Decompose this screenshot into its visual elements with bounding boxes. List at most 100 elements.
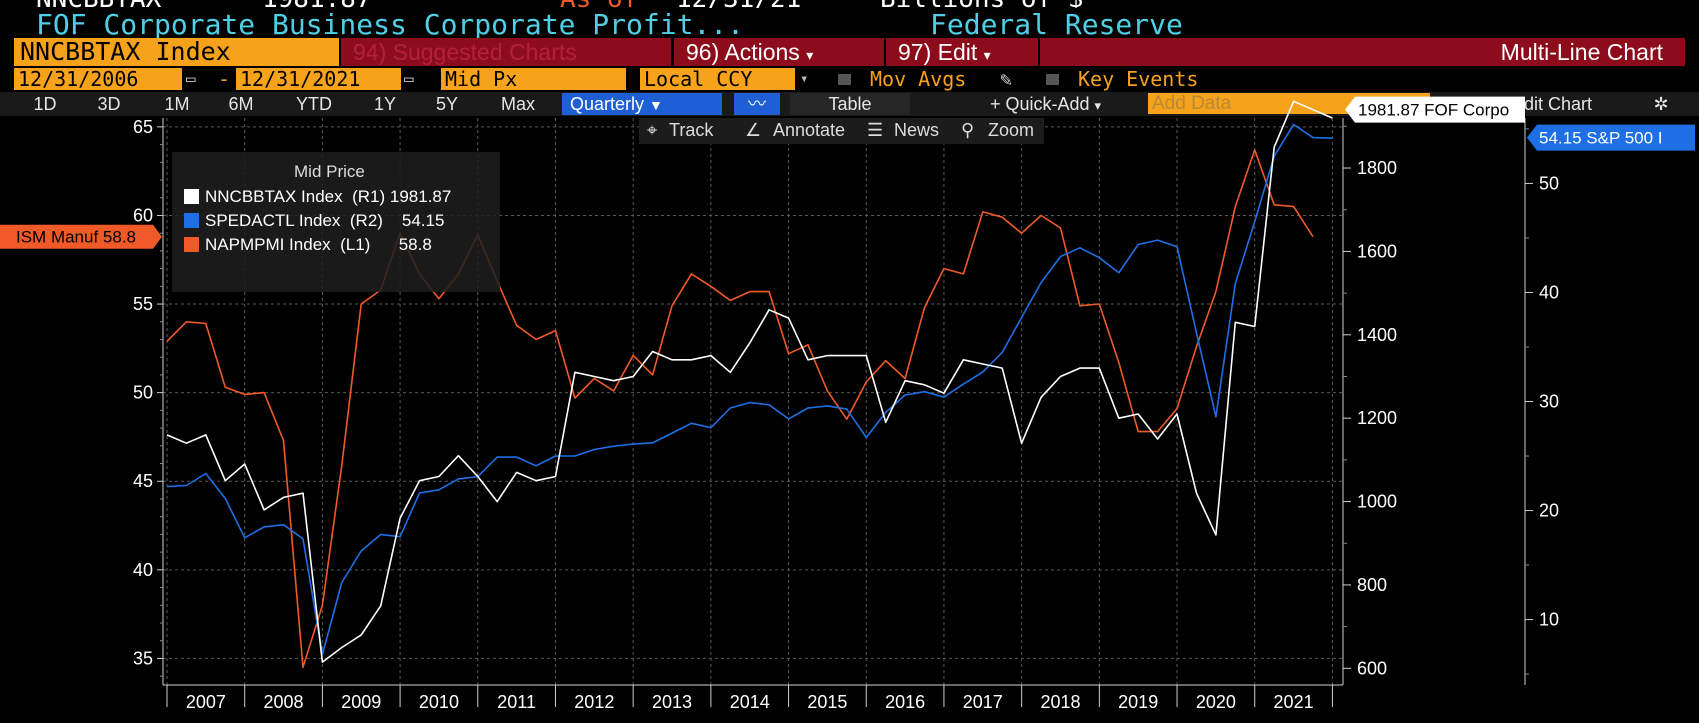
pencil-icon[interactable]: ✎: [1000, 67, 1013, 91]
r2-tick-label: 40: [1539, 282, 1559, 302]
x-tick-label: 2012: [574, 692, 614, 712]
period-6m[interactable]: 6M: [228, 94, 254, 114]
legend-label: NNCBBTAX Index: [205, 187, 343, 206]
r1-tick-label: 800: [1357, 575, 1387, 595]
legend-swatch: [184, 237, 199, 252]
x-tick-label: 2016: [885, 692, 925, 712]
news-icon[interactable]: ☰: [867, 120, 884, 140]
parameters-row: 12/31/2006 ▭ - 12/31/2021 ▭ Mid Px Local…: [0, 68, 1699, 92]
header-asof-date: 12/31/21: [676, 0, 801, 8]
legend-title: Mid Price: [294, 162, 365, 181]
frequency-select[interactable]: Quarterly ▼: [562, 93, 722, 115]
frequency-label: Quarterly: [570, 94, 645, 114]
r2-tick-label: 10: [1539, 610, 1559, 630]
x-tick-label: 2019: [1118, 692, 1158, 712]
x-tick-label: 2020: [1196, 692, 1236, 712]
legend-axis: (R1): [352, 187, 386, 206]
legend-row-spedactl[interactable]: SPEDACTL Index (R2) 54.15: [184, 211, 444, 231]
x-tick-label: 2010: [419, 692, 459, 712]
chart-tools: ⌖ Track ∠ Annotate ☰ News ⚲ Zoom: [639, 118, 1044, 144]
x-tick-label: 2009: [341, 692, 381, 712]
annotate-icon[interactable]: ∠: [745, 120, 762, 140]
key-events-checkbox[interactable]: [1046, 74, 1059, 85]
x-tick-label: 2015: [807, 692, 847, 712]
chevron-down-icon: ▾: [806, 47, 814, 63]
annotate-button[interactable]: Annotate: [773, 120, 846, 140]
r1-tick-label: 1800: [1357, 158, 1397, 178]
x-tick-label: 2017: [963, 692, 1003, 712]
period-ytd[interactable]: YTD: [296, 94, 332, 114]
period-3d[interactable]: 3D: [97, 94, 121, 114]
series-line-napmpmi: [166, 149, 1314, 669]
quick-add-menu[interactable]: + Quick-Add ▾: [958, 93, 1133, 115]
suggested-charts-label: 94) Suggested Charts: [353, 39, 577, 65]
left-tick-label: 35: [133, 648, 153, 668]
r1-tick-label: 600: [1357, 658, 1387, 678]
calendar-icon[interactable]: ▭: [404, 69, 414, 88]
plus-icon: +: [989, 94, 1001, 114]
chevron-down-icon: ▾: [1094, 98, 1102, 113]
currency-select[interactable]: Local CCY: [640, 68, 795, 90]
left-value-tag-label: ISM Manuf 58.8: [16, 228, 136, 247]
legend-axis: (L1): [340, 235, 371, 254]
left-tick-label: 50: [133, 383, 153, 403]
date-separator: -: [218, 67, 231, 91]
description-row: FOF Corporate Business Corporate Profit.…: [0, 8, 1699, 41]
series-line-spedactl: [166, 123, 1333, 656]
news-button[interactable]: News: [894, 120, 940, 140]
legend-label: SPEDACTL Index: [205, 211, 341, 230]
legend-value: 1981.87: [389, 187, 452, 206]
chevron-down-icon: ▼: [649, 97, 663, 113]
end-date-field[interactable]: 12/31/2021: [236, 68, 401, 90]
chevron-down-icon[interactable]: ▾: [800, 71, 809, 87]
crosshair-icon[interactable]: ⌖: [647, 120, 658, 140]
key-events-label[interactable]: Key Events: [1078, 67, 1199, 91]
chevron-down-icon: ▾: [983, 47, 991, 63]
table-button[interactable]: Table: [790, 93, 910, 115]
x-tick-label: 2013: [652, 692, 692, 712]
period-1d[interactable]: 1D: [33, 94, 57, 114]
gear-icon[interactable]: ✲: [1653, 94, 1669, 114]
r2-tick-label: 30: [1539, 392, 1559, 412]
legend-row-napmpmi[interactable]: NAPMPMI Index (L1) 58.8: [184, 235, 432, 255]
security-field[interactable]: NNCBBTAX Index: [14, 38, 339, 66]
zoom-icon[interactable]: ⚲: [961, 120, 975, 140]
legend: Mid Price NNCBBTAX Index (R1) 1981.87 SP…: [172, 152, 500, 292]
legend-row-nncbbtax[interactable]: NNCBBTAX Index (R1) 1981.87: [184, 187, 451, 207]
period-1m[interactable]: 1M: [164, 94, 190, 114]
mov-avgs-label[interactable]: Mov Avgs: [870, 67, 967, 91]
x-tick-label: 2018: [1040, 692, 1080, 712]
x-tick-label: 2008: [264, 692, 304, 712]
calendar-icon[interactable]: ▭: [186, 69, 196, 88]
header-top-row: NNCBBTAX 1981.87 As of 12/31/21 Billions…: [0, 0, 1699, 8]
period-max[interactable]: Max: [500, 94, 535, 114]
header-units: Billions of $: [880, 0, 1084, 8]
left-tick-label: 65: [133, 117, 153, 137]
x-tick-label: 2011: [497, 692, 536, 712]
edit-menu[interactable]: 97) Edit ▾: [886, 38, 1038, 66]
price-field-select[interactable]: Mid Px: [441, 68, 626, 90]
r2-value-tag: [1527, 124, 1695, 151]
track-button[interactable]: Track: [669, 120, 714, 140]
period-1y[interactable]: 1Y: [373, 94, 397, 114]
left-tick-label: 60: [133, 205, 153, 225]
chart-type-label: Multi-Line Chart: [1040, 38, 1685, 66]
left-value-tag: [0, 224, 162, 249]
axes: 35 40 45 50 55 60 65 600 800 1000 1200 1400 1600 1800…: [133, 117, 1559, 712]
x-tick-label: 2007: [186, 692, 226, 712]
header-ticker: NNCBBTAX: [36, 0, 161, 8]
x-tick-label: 2021: [1274, 692, 1314, 712]
r1-tick-label: 1000: [1357, 492, 1397, 512]
suggested-charts-button[interactable]: 94) Suggested Charts: [341, 38, 671, 66]
edit-chart-button[interactable]: Edit Chart: [1512, 94, 1593, 114]
mov-avgs-checkbox[interactable]: [838, 74, 851, 85]
legend-swatch: [184, 213, 199, 228]
legend-swatch: [184, 189, 199, 204]
actions-menu[interactable]: 96) Actions ▾: [674, 38, 884, 66]
zoom-button[interactable]: Zoom: [988, 120, 1035, 140]
period-5y[interactable]: 5Y: [435, 94, 459, 114]
start-date-field[interactable]: 12/31/2006: [14, 68, 182, 90]
r1-tick-label: 1600: [1357, 241, 1397, 261]
line-chart-icon[interactable]: 〰: [734, 93, 780, 115]
